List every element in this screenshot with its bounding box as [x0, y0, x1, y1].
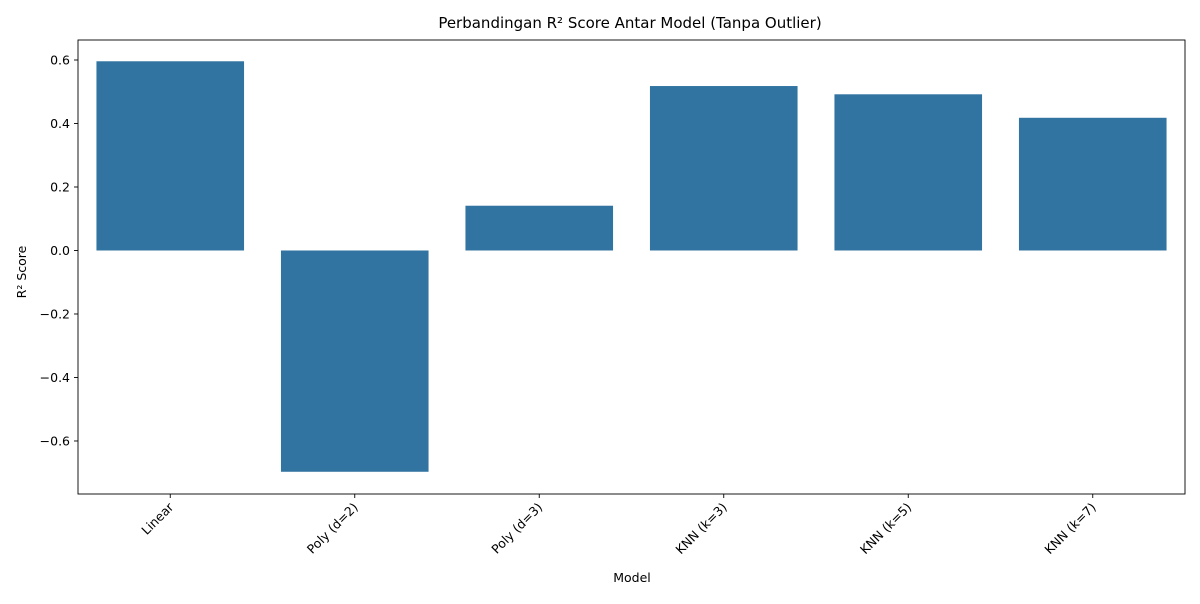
y-tick-label: 0.6: [50, 53, 70, 68]
y-tick-label: 0.4: [50, 116, 70, 131]
x-tick-label: Poly (d=3): [488, 500, 545, 557]
x-axis-label: Model: [613, 570, 651, 585]
y-axis-label: R² Score: [14, 245, 29, 298]
bar-knn-k-3: [649, 86, 798, 251]
x-tick-label: Linear: [138, 499, 177, 538]
x-tick-label: KNN (k=7): [1041, 500, 1098, 557]
plot-frame: [77, 39, 1186, 495]
y-tick-label: −0.6: [40, 433, 70, 448]
bar-poly-d-2: [280, 250, 429, 472]
x-tick-label: KNN (k=3): [672, 500, 729, 557]
y-tick-label: −0.2: [40, 306, 70, 321]
bar-knn-k-5: [834, 94, 983, 251]
bar-linear: [96, 61, 245, 251]
bars-layer: [96, 61, 1167, 472]
chart-title: Perbandingan R² Score Antar Model (Tanpa…: [438, 14, 821, 32]
y-axis-ticks: −0.6 −0.4 −0.2 0.0 0.2 0.4 0.6: [40, 53, 78, 448]
x-tick-label: Poly (d=2): [304, 500, 361, 557]
bar-knn-k-7: [1018, 117, 1167, 251]
y-tick-label: 0.0: [50, 243, 70, 258]
x-tick-label: KNN (k=5): [857, 500, 914, 557]
bar-poly-d-3: [465, 205, 614, 251]
x-axis-ticks: Linear Poly (d=2) Poly (d=3) KNN (k=3) KNN (…: [138, 494, 1099, 557]
axes-layer: [77, 39, 1186, 495]
y-tick-label: 0.2: [50, 179, 70, 194]
y-tick-label: −0.4: [40, 370, 70, 385]
